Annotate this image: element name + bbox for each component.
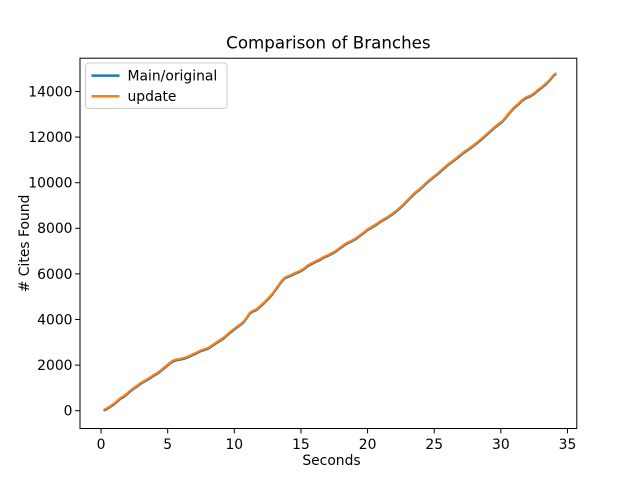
x-tick-label: 30 <box>492 437 510 453</box>
legend-label-update: update <box>128 89 177 105</box>
x-tick-label: 5 <box>163 437 172 453</box>
plot-border <box>79 57 578 429</box>
chart-title: Comparison of Branches <box>226 33 430 53</box>
x-tick-label: 20 <box>359 437 377 453</box>
y-tick-label: 2000 <box>37 358 72 374</box>
y-tick-label: 0 <box>64 404 73 420</box>
legend: Main/original update <box>85 62 228 109</box>
x-tick-label: 35 <box>559 437 577 453</box>
y-tick-label: 6000 <box>37 267 72 283</box>
y-tick-label: 10000 <box>28 176 72 192</box>
y-axis-label: # Cites Found <box>17 195 33 293</box>
x-tick-label: 10 <box>225 437 243 453</box>
x-tick-label: 0 <box>97 437 106 453</box>
series-line-update <box>103 72 557 411</box>
y-tick-label: 8000 <box>37 221 72 237</box>
legend-label-main-original: Main/original <box>128 68 218 84</box>
x-axis-label: Seconds <box>302 453 360 469</box>
x-axis-ticks: 0 5 10 15 20 25 30 35 <box>97 428 577 453</box>
x-tick-label: 15 <box>292 437 310 453</box>
y-tick-label: 12000 <box>28 130 72 146</box>
x-tick-label: 25 <box>425 437 443 453</box>
y-axis-ticks: 0 2000 4000 6000 8000 10000 12000 14000 <box>28 84 80 420</box>
y-tick-label: 14000 <box>28 84 72 100</box>
legend-frame <box>85 62 228 109</box>
y-tick-label: 4000 <box>37 312 72 328</box>
